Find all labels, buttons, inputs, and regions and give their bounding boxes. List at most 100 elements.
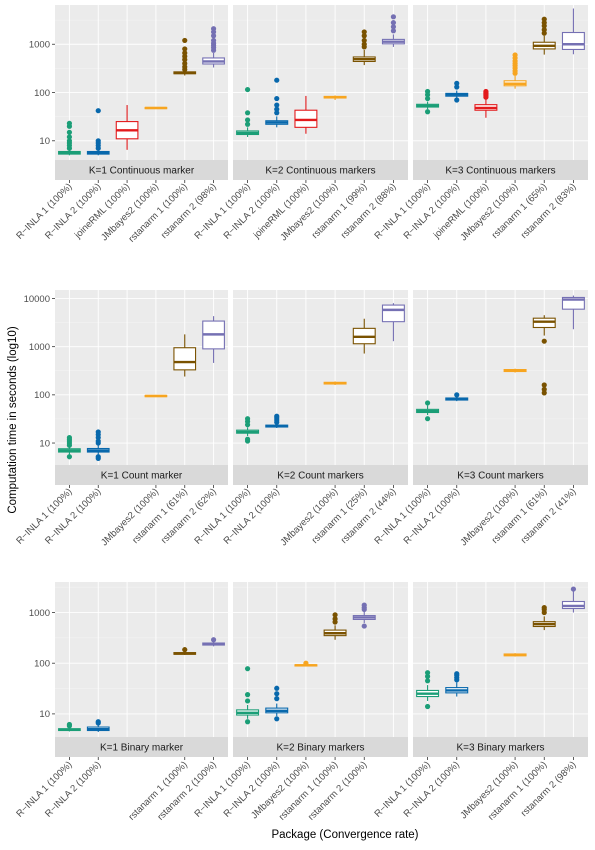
box-body (561, 296, 585, 310)
box-r-inla-1 (58, 434, 81, 460)
box-jmbayes2 (503, 368, 527, 373)
y-tick-label: 100 (34, 390, 50, 401)
panel-background (55, 582, 228, 757)
box-r-inla-1 (58, 120, 81, 156)
outlier-point (182, 46, 188, 52)
outlier-point (361, 37, 367, 44)
outlier-point (66, 134, 73, 140)
y-tick-label: 10 (39, 136, 50, 147)
box-r-inla-2 (86, 108, 110, 156)
outlier-point (244, 666, 251, 672)
box-r-inla-2 (445, 392, 469, 402)
box-rstanarm-1 (352, 318, 376, 354)
facet-strip-label: K=3 Continuous markers (445, 166, 555, 177)
box-rstanarm-2 (202, 316, 225, 363)
outlier-point (244, 121, 251, 127)
outlier-point (361, 623, 367, 629)
box-r-inla-2 (265, 685, 289, 722)
x-tick-label: rstanarm 2 (83%) (519, 181, 579, 241)
outlier-point (303, 660, 309, 666)
panel-background (233, 582, 408, 757)
x-axis-title: Package (Convergence rate) (271, 829, 418, 841)
box-body (381, 304, 405, 323)
facet-strip (233, 737, 408, 757)
outlier-point (274, 77, 280, 83)
grid-layer (52, 5, 588, 760)
box-rstanarm-1 (532, 315, 556, 396)
outlier-point (512, 52, 518, 58)
panel-background (413, 290, 588, 485)
box-r-inla-1 (236, 416, 260, 444)
box-r-inla-1 (58, 721, 81, 732)
outlier-point (66, 454, 73, 460)
outlier-point (361, 33, 367, 39)
box-r-inla-1 (416, 400, 440, 422)
outlier-point (483, 88, 489, 95)
outlier-point (541, 27, 547, 33)
facet-strip-label: K=2 Continuous markers (265, 166, 375, 177)
box-jmbayes2 (144, 394, 168, 398)
box-jmbayes2 (323, 381, 347, 386)
box-r-inla-2 (445, 671, 469, 697)
box-joinerml (474, 88, 498, 118)
box-body (173, 347, 197, 371)
outlier-point (274, 413, 280, 419)
box-rstanarm-1 (173, 647, 197, 656)
facet-strip-label: K=3 Binary markers (456, 743, 544, 754)
box-rstanarm-1 (352, 29, 376, 66)
outlier-point (424, 670, 431, 676)
box-jmbayes2 (144, 106, 168, 110)
outlier-point (274, 106, 280, 112)
box-rstanarm-2 (561, 295, 585, 330)
outlier-point (95, 429, 101, 435)
outlier-point (570, 586, 577, 592)
outlier-point (244, 698, 251, 704)
outlier-point (66, 120, 73, 126)
outlier-point (332, 612, 338, 618)
outlier-point (274, 95, 280, 102)
facet-strip-label: K=1 Count marker (101, 471, 183, 482)
box-rstanarm-2 (202, 26, 225, 68)
outlier-point (66, 434, 73, 441)
marks-layer (58, 8, 585, 732)
outlier-point (244, 692, 251, 698)
outlier-point (95, 138, 101, 144)
outlier-point (244, 416, 251, 422)
box-r-inla-1 (236, 86, 260, 137)
outlier-point (244, 86, 251, 93)
box-rstanarm-2 (561, 586, 585, 613)
outlier-point (390, 14, 397, 20)
y-tick-label: 10 (39, 709, 50, 720)
box-jmbayes2 (503, 52, 527, 89)
outlier-point (244, 436, 251, 442)
outlier-point (454, 97, 460, 103)
x-tick-label: rstanarm 2 (98%) (519, 759, 579, 819)
box-r-inla-2 (265, 413, 289, 429)
outlier-point (274, 685, 280, 691)
box-rstanarm-1 (173, 334, 197, 377)
facet-strip (55, 160, 228, 180)
facet-strip-label: K=1 Continuous marker (89, 166, 195, 177)
box-rstanarm-1 (532, 605, 556, 631)
outlier-point (424, 400, 431, 406)
y-axis-title: Computation time in seconds (log10) (7, 326, 19, 513)
box-r-inla-2 (265, 77, 289, 128)
outlier-point (66, 138, 73, 144)
outlier-point (361, 29, 367, 35)
outlier-point (244, 110, 251, 116)
y-tick-label: 100 (34, 88, 50, 99)
panel-background (233, 290, 408, 485)
x-tick-label: R−INLA 2 (100%) (402, 759, 462, 819)
outlier-point (454, 80, 460, 86)
box-r-inla-2 (445, 80, 469, 103)
outlier-point (210, 26, 217, 32)
box-jmbayes2 (503, 653, 527, 657)
y-tick-label: 1000 (29, 608, 50, 619)
outlier-point (274, 716, 280, 722)
box-r-inla-1 (236, 666, 260, 725)
box-joinerml (115, 105, 139, 150)
x-tick-label: R−INLA 2 (100%) (402, 486, 462, 546)
box-jmbayes2 (294, 660, 318, 667)
outlier-point (66, 129, 73, 135)
